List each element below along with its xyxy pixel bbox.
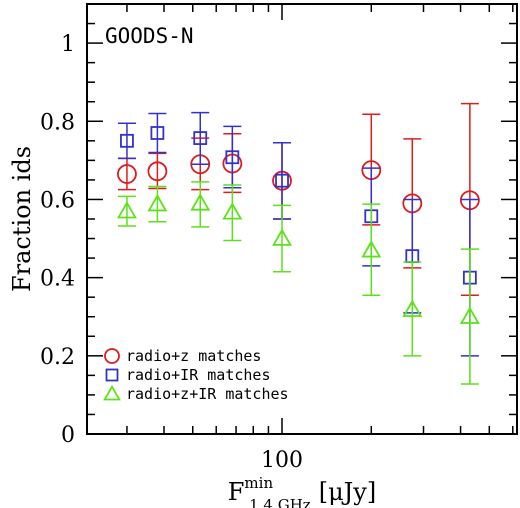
y-axis-title: Fraction ids	[8, 146, 36, 292]
data-point	[147, 193, 168, 212]
legend-label: radio+IR matches	[126, 366, 271, 384]
panel-label: GOODS-N	[105, 24, 194, 48]
y-tick-label: 0.2	[40, 345, 75, 370]
x-axis-title-sub: 1.4 GHz	[249, 496, 311, 508]
data-point	[402, 299, 423, 317]
data-point	[225, 150, 240, 165]
data-point	[275, 173, 289, 188]
data-point	[459, 306, 480, 324]
x-axis-title-unit: [μJy]	[319, 478, 377, 506]
legend-marker-square	[105, 368, 119, 382]
data-point	[190, 193, 211, 211]
data-point	[120, 133, 134, 148]
y-tick-label: 0	[61, 423, 75, 448]
y-tick-label: 0.4	[40, 267, 75, 292]
x-axis-title: Fmin 1.4 GHz [μJy]	[228, 474, 376, 508]
series-circle	[117, 102, 480, 296]
series-triangle	[116, 181, 480, 385]
data-point	[361, 240, 382, 258]
data-point	[116, 200, 137, 219]
x-axis-title-sup: min	[244, 474, 273, 492]
legend-label: radio+z matches	[126, 347, 261, 365]
data-point	[150, 126, 165, 140]
y-tick-label: 1	[61, 32, 75, 57]
tick-labels: 0 0.2 0.4 0.6 0.8 1 100	[40, 32, 303, 473]
axis-ticks	[87, 3, 517, 435]
x-axis-title-main: F	[228, 478, 245, 506]
data-point	[193, 131, 208, 145]
data-point	[117, 164, 137, 184]
data-point	[222, 202, 243, 220]
data-point	[147, 161, 168, 182]
y-tick-label: 0.6	[40, 188, 75, 213]
series-square	[117, 111, 479, 357]
legend-marker-triangle	[103, 384, 121, 401]
data-point	[272, 228, 292, 246]
y-tick-label: 0.8	[40, 110, 75, 135]
legend-label: radio+z+IR matches	[126, 385, 289, 403]
x-tick-label: 100	[261, 448, 303, 473]
series-layer	[116, 102, 480, 385]
legend-marker-circle	[104, 348, 120, 364]
